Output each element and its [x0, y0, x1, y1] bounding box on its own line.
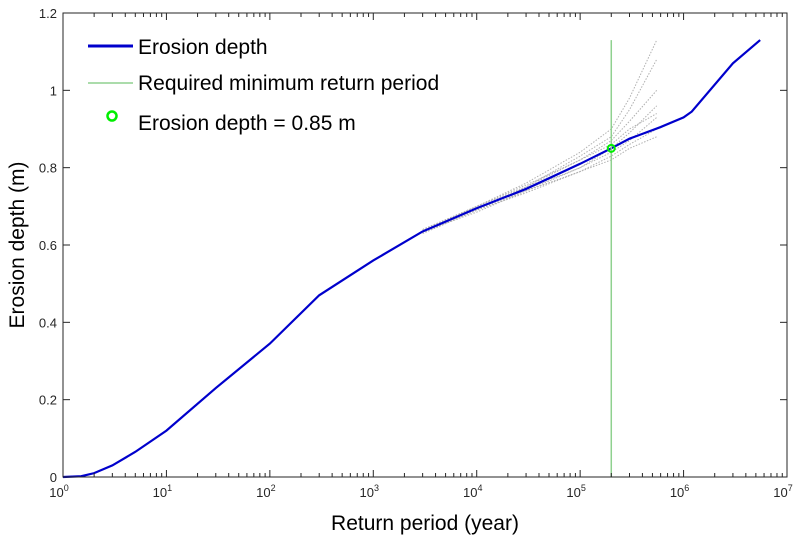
x-tick-label: 105 [566, 483, 585, 500]
legend-label-required-period: Required minimum return period [138, 72, 439, 95]
x-tick-label: 107 [773, 483, 792, 500]
x-tick-label: 104 [463, 483, 482, 500]
ensemble-line [422, 113, 657, 230]
ensemble-line [422, 136, 657, 234]
x-tick-label: 103 [360, 483, 379, 500]
y-tick-label: 0.8 [39, 161, 57, 176]
series-layer [62, 39, 761, 479]
y-tick-label: 0.6 [39, 238, 57, 253]
legend-swatch-marker [106, 110, 118, 122]
ensemble-line [422, 105, 658, 230]
ensemble-line [422, 39, 658, 230]
ensemble-line [422, 59, 658, 234]
x-tick-label: 106 [670, 483, 689, 500]
ensemble-lines [422, 39, 658, 234]
erosion-depth-marker [606, 143, 616, 153]
x-axis-label: Return period (year) [331, 512, 519, 535]
x-tick-exponent: 6 [684, 483, 689, 493]
y-axis-label: Erosion depth (m) [6, 162, 29, 329]
x-tick-exponent: 5 [581, 483, 586, 493]
x-tick-exponent: 1 [167, 483, 172, 493]
axes: 100 101 102 103 104 105 106 10700.20.40.60.811.… [39, 6, 793, 500]
x-tick-label: 100 [49, 483, 68, 500]
erosion-depth-line [62, 39, 761, 479]
y-tick-label: 1.2 [39, 6, 57, 21]
y-tick-label: 0.4 [39, 315, 57, 330]
legend-label-erosion-depth: Erosion depth [138, 36, 268, 59]
legend-label-marker: Erosion depth = 0.85 m [138, 112, 356, 135]
y-tick-label: 1 [50, 83, 57, 98]
x-tick-exponent: 4 [477, 483, 482, 493]
legend: Erosion depth Required minimum return pe… [88, 36, 439, 135]
y-tick-label: 0 [50, 470, 57, 485]
x-tick-exponent: 3 [374, 483, 379, 493]
x-tick-exponent: 2 [271, 483, 276, 493]
x-tick-exponent: 7 [788, 483, 793, 493]
x-tick-label: 102 [256, 483, 275, 500]
x-tick-label: 101 [153, 483, 172, 500]
y-tick-label: 0.2 [39, 393, 57, 408]
x-tick-exponent: 0 [64, 483, 69, 493]
